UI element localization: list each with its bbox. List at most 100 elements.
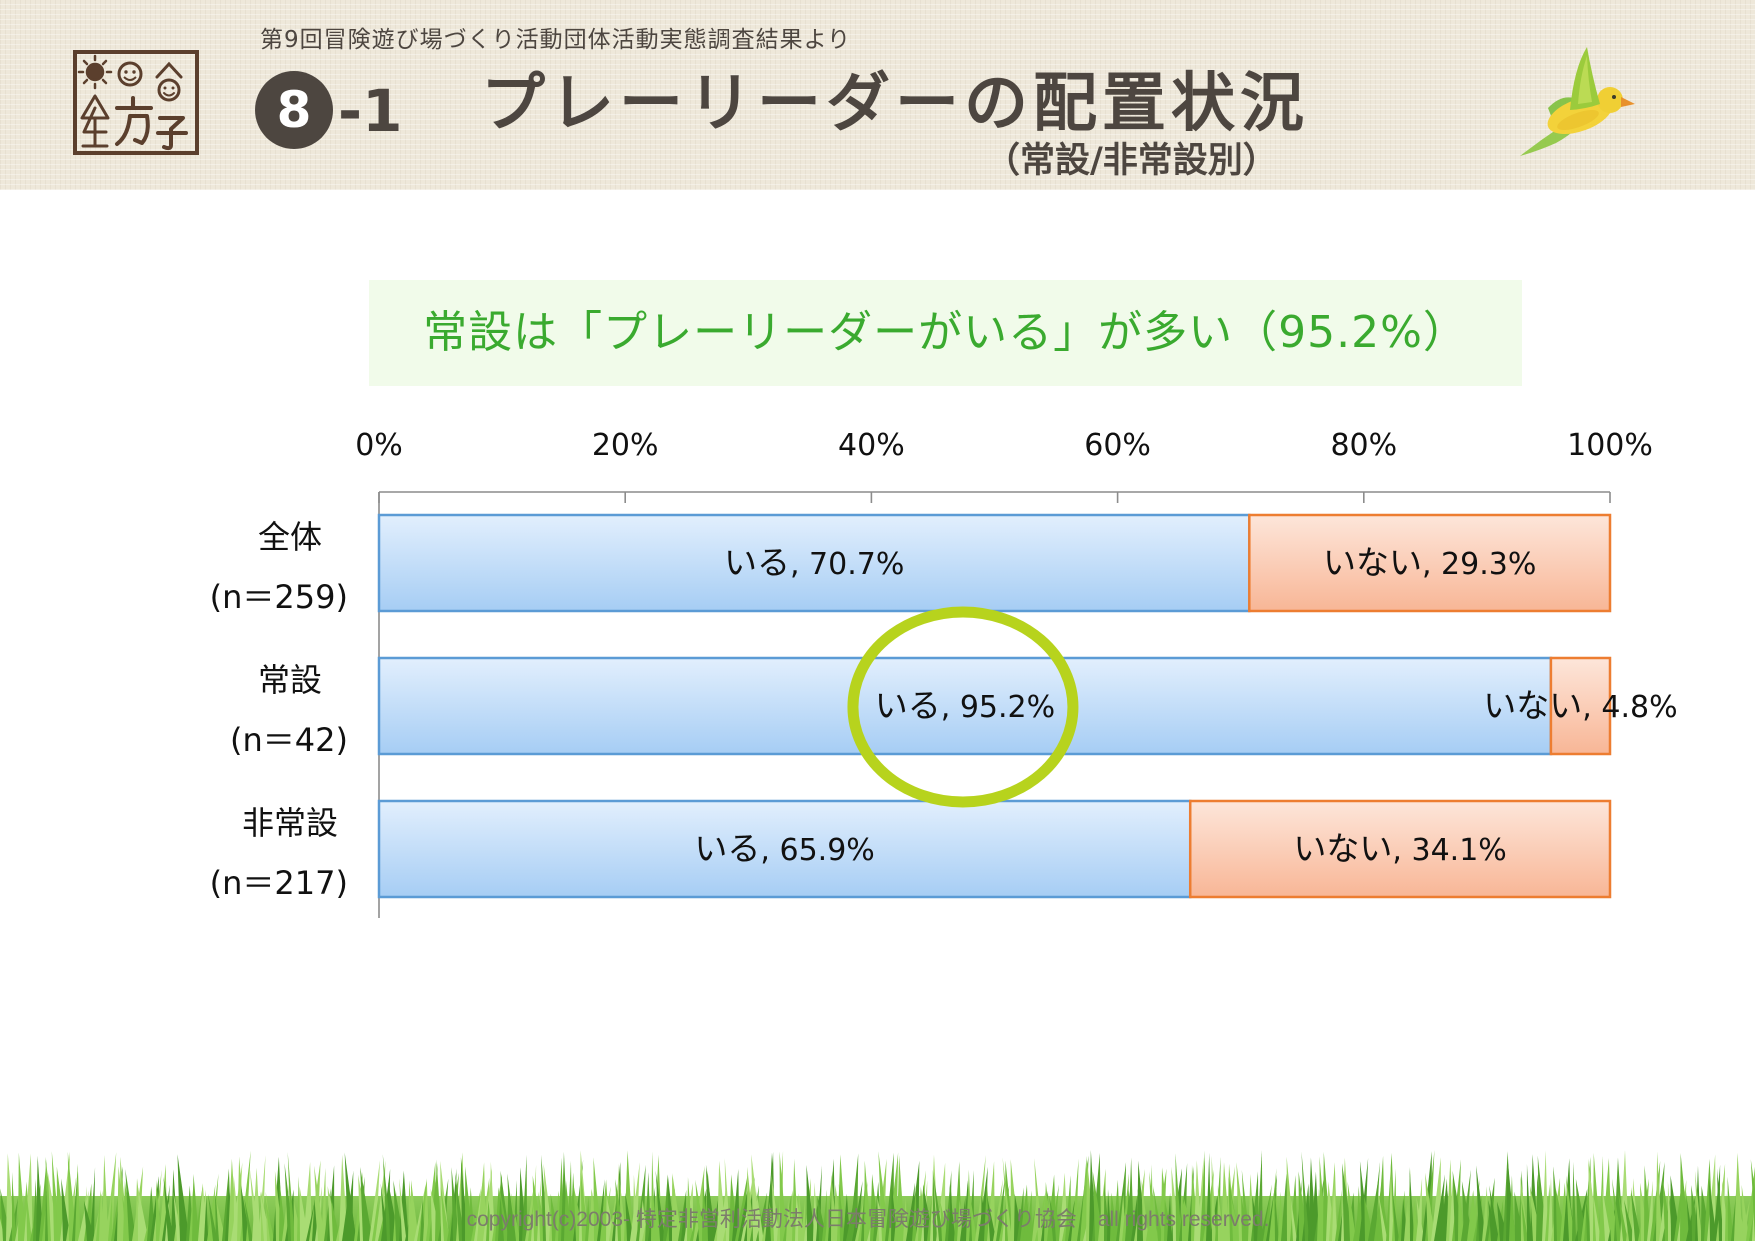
grass-blade xyxy=(1200,1150,1206,1241)
grass-blade xyxy=(1548,1176,1553,1241)
grass-blade xyxy=(499,1188,510,1241)
grass-blade xyxy=(287,1152,296,1241)
data-label-series: いる xyxy=(875,686,941,725)
grass-blade xyxy=(1416,1197,1425,1241)
grass-blade xyxy=(933,1174,944,1241)
bar-segment xyxy=(377,799,1192,899)
grass-blade xyxy=(344,1152,357,1241)
grass-blade xyxy=(78,1190,89,1241)
grass-blade xyxy=(102,1154,109,1241)
grass-blade xyxy=(440,1160,450,1241)
grass-blade xyxy=(1364,1196,1375,1241)
grass-blade xyxy=(695,1179,707,1241)
grass-blade xyxy=(1128,1157,1134,1241)
grass-blade xyxy=(619,1178,627,1241)
grass-blade xyxy=(779,1151,788,1241)
bar-segment xyxy=(1188,799,1612,899)
chart: 0% 20% 40% 60% 80% 100% 全体 (n＝259) 常設 (n＝42) 非常設 (n… xyxy=(210,428,1678,918)
grass-blade xyxy=(999,1185,1010,1241)
grass-blade xyxy=(1599,1155,1605,1241)
grass-blade xyxy=(314,1165,326,1241)
page-title: プレーリーダーの配置状況 xyxy=(481,67,1309,141)
grass-blade xyxy=(864,1160,872,1241)
grass-blade xyxy=(1153,1188,1164,1241)
x-tick-label: 60% xyxy=(1084,428,1151,463)
smiley-face-icon xyxy=(117,61,143,87)
grass-blade xyxy=(705,1164,717,1241)
logo-strokes xyxy=(115,96,188,151)
x-tick-label: 0% xyxy=(355,428,403,463)
grass-blade xyxy=(975,1155,986,1241)
page-subtitle: （常設/非常設別） xyxy=(985,141,1278,181)
grass-blade xyxy=(1211,1155,1217,1241)
grass-blade xyxy=(724,1158,731,1241)
category-count-label: (n＝217) xyxy=(210,864,348,902)
grass-blade xyxy=(1065,1175,1072,1241)
grass-blade xyxy=(1542,1150,1549,1241)
category-label: 非常設 xyxy=(242,804,338,842)
grass-blade xyxy=(1473,1194,1483,1241)
grass-blade xyxy=(1274,1187,1280,1241)
grass-blade xyxy=(1389,1163,1394,1241)
grass-blade xyxy=(1332,1181,1338,1241)
grass-blade xyxy=(762,1188,772,1241)
bar-segment xyxy=(1549,656,1612,756)
grass-blade xyxy=(1656,1151,1663,1241)
playground-logo-icon xyxy=(73,50,199,155)
grass-blade xyxy=(399,1178,407,1241)
grass-blade xyxy=(1593,1193,1602,1241)
data-label: いる, 65.9% xyxy=(694,829,874,868)
grass-blade xyxy=(244,1197,254,1241)
grass-blade xyxy=(625,1192,635,1241)
grass-blade xyxy=(360,1166,373,1241)
grass-blade xyxy=(249,1169,261,1241)
grass-blade xyxy=(420,1198,425,1241)
category-label: 常設 xyxy=(258,661,322,699)
grass-blade xyxy=(75,1163,81,1241)
grass-illustration xyxy=(0,1150,1755,1241)
grass-blade xyxy=(1206,1152,1212,1241)
grass-blade xyxy=(838,1183,846,1241)
grass-blade xyxy=(204,1196,209,1241)
grass-blade xyxy=(852,1180,863,1241)
data-label: いない, 4.8% xyxy=(1483,686,1677,725)
grass-blade xyxy=(1378,1193,1388,1241)
grass-blade xyxy=(1476,1165,1487,1241)
grass-blade xyxy=(369,1160,381,1241)
grass-blade xyxy=(1691,1185,1701,1241)
grass-blade xyxy=(837,1154,847,1241)
grass-blade xyxy=(1335,1189,1342,1241)
grass-blade xyxy=(1452,1170,1465,1241)
grass-blade xyxy=(1434,1174,1445,1241)
x-tick-label: 100% xyxy=(1567,428,1653,463)
data-label-series: いる xyxy=(694,829,760,868)
grass-blade xyxy=(932,1169,938,1241)
grass-blade xyxy=(949,1184,956,1241)
grass-blade xyxy=(282,1184,289,1241)
grass-blade xyxy=(137,1185,149,1241)
grass-blade xyxy=(756,1189,764,1241)
grass-blade xyxy=(105,1152,117,1241)
grass-blade xyxy=(903,1197,909,1241)
grass-blade xyxy=(1520,1176,1529,1241)
grass-blade xyxy=(720,1181,727,1241)
data-label: いる, 95.2% xyxy=(875,686,1055,725)
grass-blade xyxy=(1489,1185,1500,1241)
grass-blade xyxy=(362,1190,374,1241)
grass-blade xyxy=(1053,1200,1065,1241)
grass-blade xyxy=(423,1177,429,1241)
grass-blade xyxy=(888,1152,899,1241)
grass-blade xyxy=(259,1191,272,1241)
grass-blade xyxy=(177,1154,190,1241)
grass-blade xyxy=(1257,1150,1263,1241)
grass-blade xyxy=(331,1198,341,1241)
grass-blade xyxy=(732,1168,740,1241)
grass-blade xyxy=(24,1153,33,1241)
grass-blade xyxy=(1392,1193,1400,1241)
x-tick-label: 40% xyxy=(838,428,905,463)
grass-blade xyxy=(1526,1163,1532,1241)
callout-text: 常設は「プレーリーダーがいる」が多い（95.2%） xyxy=(423,307,1468,358)
bar-segment xyxy=(1248,513,1612,613)
bar-segment xyxy=(377,513,1251,613)
grass-blade xyxy=(1167,1192,1172,1241)
